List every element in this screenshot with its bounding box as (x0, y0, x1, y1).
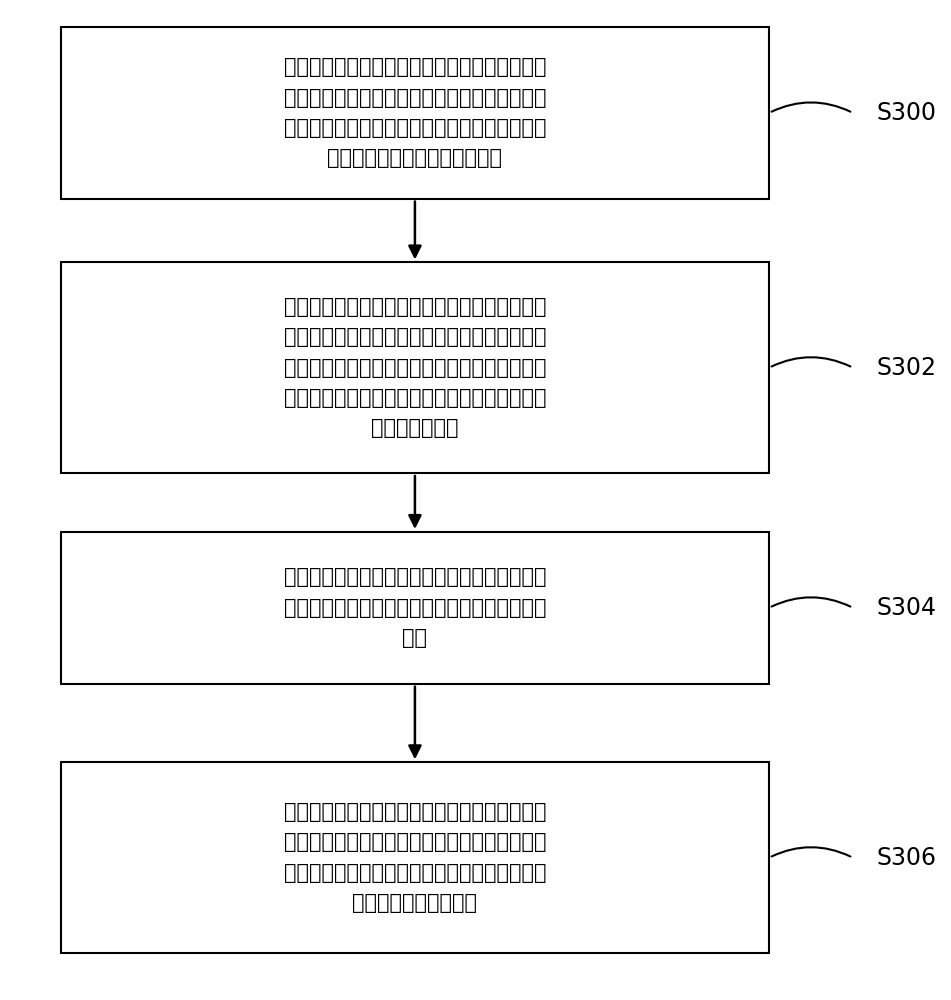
FancyBboxPatch shape (61, 27, 769, 199)
Text: S302: S302 (876, 356, 936, 380)
Text: 根据所述义齿贴面曲线，调整所述至少一个模板
牙齿的第一形态数据，并得到所述至少一个模板
牙齿的第二形态数据，其中，模板牙齿的第二形
态数据包括所述模板牙齿在所述: 根据所述义齿贴面曲线，调整所述至少一个模板 牙齿的第一形态数据，并得到所述至少一… (283, 297, 546, 438)
Text: 根据所述待处理义齿贴面模板数据、所述每个实
体牙齿的位置数据、所述倾斜度数据以及所述预
设的贝塞尔曲线计算规则，计算得到所述至少一
个模板牙齿对应的义齿贴面曲线: 根据所述待处理义齿贴面模板数据、所述每个实 体牙齿的位置数据、所述倾斜度数据以及… (283, 57, 546, 168)
FancyBboxPatch shape (61, 762, 769, 953)
Text: S306: S306 (876, 846, 936, 870)
FancyBboxPatch shape (61, 262, 769, 473)
Text: 基于所述牙弓曲线和所述至少一个模板牙齿的第
二形态数据，对所述至少一个模板牙齿进行摆位
处理: 基于所述牙弓曲线和所述至少一个模板牙齿的第 二形态数据，对所述至少一个模板牙齿进… (283, 567, 546, 648)
Text: S304: S304 (876, 596, 936, 620)
Text: 根据所述蒙皮曲面的面性优化规则对经摆位处理
后的所述至少一个模板牙齿与所述患者的实体牙
齿进行合并，并基于所述露齿微笑图片数据生成
所述目标义齿贴面数据: 根据所述蒙皮曲面的面性优化规则对经摆位处理 后的所述至少一个模板牙齿与所述患者的… (283, 802, 546, 913)
FancyBboxPatch shape (61, 532, 769, 684)
Text: S300: S300 (876, 101, 936, 125)
